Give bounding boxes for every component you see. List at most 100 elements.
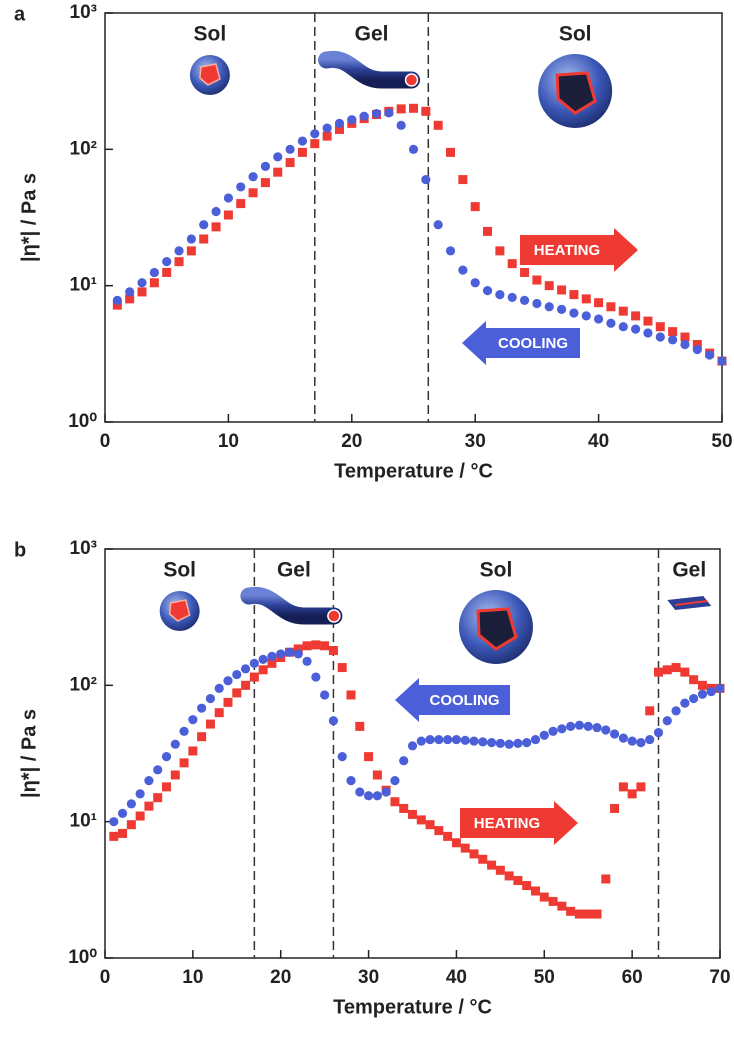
point bbox=[320, 641, 330, 651]
point bbox=[697, 689, 708, 699]
point bbox=[486, 738, 497, 748]
point bbox=[144, 801, 154, 811]
point bbox=[692, 340, 702, 350]
point bbox=[109, 817, 119, 827]
point bbox=[705, 350, 715, 360]
point bbox=[260, 178, 270, 188]
point bbox=[566, 721, 576, 731]
point bbox=[197, 703, 207, 713]
point bbox=[469, 849, 479, 859]
point bbox=[109, 831, 119, 841]
point bbox=[346, 776, 356, 786]
point bbox=[569, 290, 579, 300]
point bbox=[337, 752, 347, 762]
point bbox=[689, 693, 699, 704]
point bbox=[241, 680, 251, 690]
point bbox=[631, 311, 641, 321]
point bbox=[293, 649, 303, 659]
point bbox=[328, 646, 338, 656]
icon-fiber bbox=[240, 586, 343, 625]
point bbox=[618, 306, 628, 316]
point bbox=[557, 285, 567, 295]
point bbox=[179, 726, 189, 736]
point bbox=[655, 332, 665, 342]
point bbox=[495, 289, 505, 300]
icon-sheet-edge bbox=[675, 600, 708, 606]
point bbox=[519, 295, 530, 305]
point bbox=[460, 735, 470, 745]
point bbox=[390, 797, 400, 807]
phase-label: Sol bbox=[480, 559, 513, 582]
point bbox=[347, 115, 357, 125]
point bbox=[443, 831, 453, 841]
phase-icon bbox=[189, 55, 230, 95]
point bbox=[434, 826, 444, 836]
point bbox=[574, 720, 585, 730]
point bbox=[359, 111, 369, 121]
point bbox=[451, 734, 462, 745]
point bbox=[153, 793, 163, 803]
phase-icon bbox=[667, 596, 712, 610]
y-tick-label: 10² bbox=[70, 138, 97, 159]
point bbox=[618, 733, 628, 743]
point bbox=[267, 658, 277, 668]
point bbox=[636, 782, 646, 792]
point bbox=[285, 144, 295, 154]
point bbox=[697, 680, 707, 690]
point bbox=[248, 188, 258, 198]
point bbox=[601, 874, 611, 884]
point bbox=[126, 799, 136, 809]
point bbox=[197, 732, 207, 742]
x-tick-label: 10 bbox=[182, 967, 203, 988]
point bbox=[513, 738, 523, 749]
point bbox=[179, 758, 189, 768]
point bbox=[126, 820, 136, 830]
point bbox=[557, 724, 567, 734]
point bbox=[655, 322, 665, 332]
point bbox=[211, 222, 221, 232]
point bbox=[118, 828, 128, 838]
plot-frame bbox=[104, 548, 721, 959]
point bbox=[425, 820, 435, 830]
point bbox=[137, 287, 147, 297]
point bbox=[531, 886, 540, 896]
point bbox=[135, 811, 145, 821]
point bbox=[416, 736, 426, 746]
point bbox=[311, 672, 321, 682]
point bbox=[364, 752, 374, 762]
icon-core bbox=[199, 63, 221, 86]
point bbox=[322, 131, 332, 141]
point bbox=[680, 667, 690, 677]
point bbox=[662, 716, 672, 726]
point bbox=[293, 644, 303, 654]
point bbox=[125, 294, 135, 304]
phase-label: Sol bbox=[559, 23, 592, 46]
icon-end bbox=[327, 609, 341, 623]
point bbox=[544, 302, 554, 312]
point bbox=[643, 316, 653, 326]
point bbox=[581, 311, 591, 321]
point bbox=[706, 686, 716, 697]
point bbox=[396, 104, 406, 114]
point bbox=[346, 690, 356, 700]
point bbox=[618, 322, 628, 332]
panel-label: a bbox=[14, 3, 26, 25]
point bbox=[249, 658, 259, 668]
x-tick-label: 60 bbox=[622, 967, 643, 988]
point bbox=[144, 776, 154, 786]
point bbox=[504, 871, 514, 881]
y-tick-label: 10⁰ bbox=[68, 411, 97, 432]
point bbox=[606, 302, 616, 312]
point bbox=[232, 669, 242, 680]
point bbox=[507, 292, 517, 303]
point bbox=[372, 770, 382, 780]
direction-arrow bbox=[460, 801, 578, 845]
point bbox=[643, 328, 653, 338]
point bbox=[125, 287, 135, 297]
point bbox=[458, 175, 468, 185]
y-tick-label: 10¹ bbox=[70, 811, 97, 832]
plot-frame bbox=[104, 12, 723, 423]
point bbox=[680, 339, 690, 350]
point bbox=[433, 220, 443, 230]
point bbox=[645, 734, 655, 745]
